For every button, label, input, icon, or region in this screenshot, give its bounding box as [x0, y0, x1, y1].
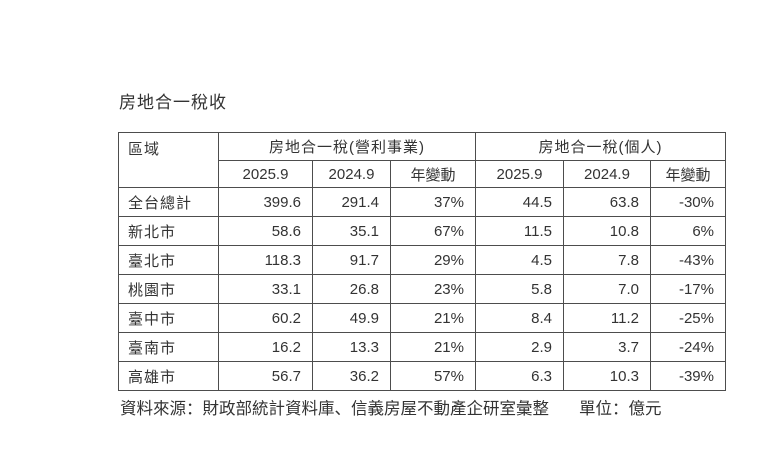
value-cell: 399.6 — [218, 187, 313, 217]
value-cell: 2.9 — [475, 332, 564, 362]
col-header-individual-yoy: 年變動 — [650, 160, 726, 188]
value-cell: -30% — [650, 187, 726, 217]
value-cell: 36.2 — [312, 361, 391, 391]
value-cell: 23% — [390, 274, 476, 304]
value-cell: 5.8 — [475, 274, 564, 304]
col-header-individual-2025: 2025.9 — [475, 160, 564, 188]
table-row-tainan: 臺南市 16.2 13.3 21% 2.9 3.7 -24% — [118, 332, 726, 362]
region-cell: 桃園市 — [118, 274, 219, 304]
value-cell: 57% — [390, 361, 476, 391]
table-row-taichung: 臺中市 60.2 49.9 21% 8.4 11.2 -25% — [118, 303, 726, 333]
page-title: 房地合一稅收 — [119, 93, 227, 112]
value-cell: 10.8 — [563, 216, 651, 246]
value-cell: 21% — [390, 332, 476, 362]
tax-revenue-table: 區域 房地合一稅(營利事業) 房地合一稅(個人) 2025.9 2024.9 年… — [118, 132, 726, 391]
col-header-business-2024: 2024.9 — [312, 160, 391, 188]
value-cell: 60.2 — [218, 303, 313, 333]
value-cell: 11.2 — [563, 303, 651, 333]
value-cell: 33.1 — [218, 274, 313, 304]
value-cell: 56.7 — [218, 361, 313, 391]
value-cell: 11.5 — [475, 216, 564, 246]
value-cell: 26.8 — [312, 274, 391, 304]
table-header-group-row: 區域 房地合一稅(營利事業) 房地合一稅(個人) — [118, 132, 726, 188]
value-cell: 29% — [390, 245, 476, 275]
group-header-business: 房地合一稅(營利事業) — [218, 132, 476, 161]
value-cell: 7.8 — [563, 245, 651, 275]
unit-note: 單位：億元 — [579, 399, 662, 418]
value-cell: 35.1 — [312, 216, 391, 246]
value-cell: 291.4 — [312, 187, 391, 217]
table-row-taipei: 臺北市 118.3 91.7 29% 4.5 7.8 -43% — [118, 245, 726, 275]
table-row-total: 全台總計 399.6 291.4 37% 44.5 63.8 -30% — [118, 187, 726, 217]
value-cell: 58.6 — [218, 216, 313, 246]
region-cell: 全台總計 — [118, 187, 219, 217]
value-cell: 6% — [650, 216, 726, 246]
table-row-kaohsiung: 高雄市 56.7 36.2 57% 6.3 10.3 -39% — [118, 361, 726, 391]
value-cell: -39% — [650, 361, 726, 391]
table-row-taoyuan: 桃園市 33.1 26.8 23% 5.8 7.0 -17% — [118, 274, 726, 304]
value-cell: -43% — [650, 245, 726, 275]
source-note: 資料來源：財政部統計資料庫、信義房屋不動產企研室彙整 — [120, 399, 549, 418]
value-cell: -17% — [650, 274, 726, 304]
value-cell: 49.9 — [312, 303, 391, 333]
col-header-business-yoy: 年變動 — [390, 160, 476, 188]
value-cell: 8.4 — [475, 303, 564, 333]
value-cell: 37% — [390, 187, 476, 217]
value-cell: 21% — [390, 303, 476, 333]
value-cell: 7.0 — [563, 274, 651, 304]
footnote: 資料來源：財政部統計資料庫、信義房屋不動產企研室彙整 單位：億元 — [120, 395, 662, 419]
value-cell: 13.3 — [312, 332, 391, 362]
value-cell: 44.5 — [475, 187, 564, 217]
value-cell: 118.3 — [218, 245, 313, 275]
region-cell: 高雄市 — [118, 361, 219, 391]
value-cell: 16.2 — [218, 332, 313, 362]
region-cell: 新北市 — [118, 216, 219, 246]
col-header-individual-2024: 2024.9 — [563, 160, 651, 188]
value-cell: 4.5 — [475, 245, 564, 275]
value-cell: 10.3 — [563, 361, 651, 391]
value-cell: -24% — [650, 332, 726, 362]
value-cell: -25% — [650, 303, 726, 333]
region-cell: 臺北市 — [118, 245, 219, 275]
group-header-individual: 房地合一稅(個人) — [475, 132, 726, 161]
region-column-header: 區域 — [118, 132, 219, 188]
table-subheader-row: 2025.9 2024.9 年變動 2025.9 2024.9 年變動 — [119, 160, 726, 188]
value-cell: 63.8 — [563, 187, 651, 217]
region-cell: 臺中市 — [118, 303, 219, 333]
value-cell: 6.3 — [475, 361, 564, 391]
value-cell: 91.7 — [312, 245, 391, 275]
value-cell: 67% — [390, 216, 476, 246]
value-cell: 3.7 — [563, 332, 651, 362]
col-header-business-2025: 2025.9 — [218, 160, 313, 188]
table-row-new-taipei: 新北市 58.6 35.1 67% 11.5 10.8 6% — [118, 216, 726, 246]
region-cell: 臺南市 — [118, 332, 219, 362]
